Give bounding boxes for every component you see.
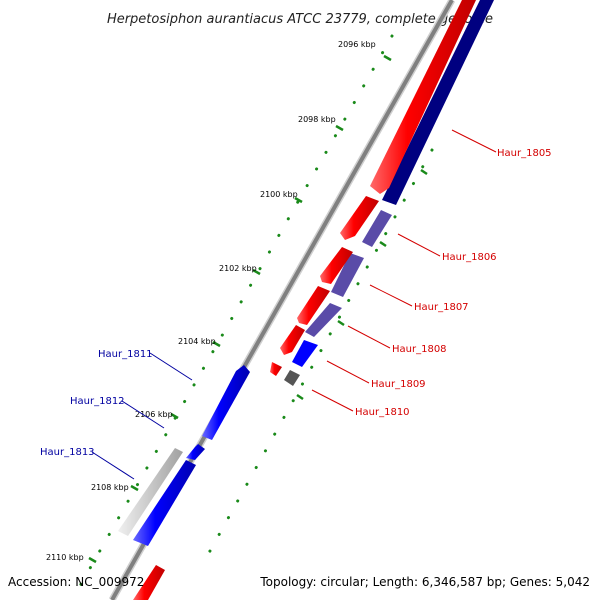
- gene-label[interactable]: Haur_1807: [414, 302, 469, 313]
- gene-Haur_1812-arrow[interactable]: [186, 444, 205, 460]
- tick-label: 2104 kbp: [178, 337, 216, 346]
- gene-Haur_1809-arrow[interactable]: [280, 325, 305, 355]
- gene-label[interactable]: Haur_1808: [392, 344, 447, 355]
- tick-label: 2102 kbp: [219, 264, 257, 273]
- gene-Haur_1805-arrow[interactable]: [370, 0, 476, 194]
- gene-bottom-arrow[interactable]: [133, 565, 165, 600]
- gene-Haur_1806-arrow[interactable]: [340, 196, 379, 240]
- gene-gray-hit: [118, 448, 183, 536]
- forward-genes: [133, 0, 476, 600]
- label-leaders: [91, 129, 497, 480]
- tick-label: 2110 kbp: [46, 553, 84, 562]
- blast-hit-ring: [284, 0, 494, 386]
- gene-label[interactable]: Haur_1810: [355, 407, 410, 418]
- gene-Haur_1813-arrow[interactable]: [133, 460, 196, 546]
- map-title: Herpetosiphon aurantiacus ATCC 23779, co…: [107, 12, 493, 27]
- tick-dot-rows: [70, 34, 434, 600]
- gene-label[interactable]: Haur_1806: [442, 252, 497, 263]
- tick-label: 2096 kbp: [338, 40, 376, 49]
- accession-text: Accession: NC_009972: [8, 575, 144, 589]
- gene-Haur_1810-arrow[interactable]: [270, 362, 282, 376]
- gene-Haur_1811-arrow[interactable]: [202, 365, 250, 440]
- gene-label[interactable]: Haur_1813: [40, 447, 95, 458]
- gene-Haur_1807-arrow[interactable]: [320, 247, 353, 284]
- gene-label[interactable]: Haur_1812: [70, 396, 125, 407]
- tick-label: 2100 kbp: [260, 190, 298, 199]
- tick-label: 2106 kbp: [135, 410, 173, 419]
- genome-summary-text: Topology: circular; Length: 6,346,587 bp…: [259, 575, 590, 589]
- gene-labels: Haur_1805 Haur_1806 Haur_1807 Haur_1808 …: [40, 148, 552, 458]
- gene-label[interactable]: Haur_1811: [98, 349, 153, 360]
- reverse-genes: [118, 365, 250, 546]
- gene-label[interactable]: Haur_1809: [371, 379, 426, 390]
- tick-marks: [88, 54, 428, 564]
- tick-label: 2098 kbp: [298, 115, 336, 124]
- tick-label: 2108 kbp: [91, 483, 129, 492]
- gene-Haur_1808-arrow[interactable]: [297, 286, 330, 325]
- tick-labels: 2096 kbp 2098 kbp 2100 kbp 2102 kbp 2104…: [46, 40, 376, 562]
- gene-label[interactable]: Haur_1805: [497, 148, 552, 159]
